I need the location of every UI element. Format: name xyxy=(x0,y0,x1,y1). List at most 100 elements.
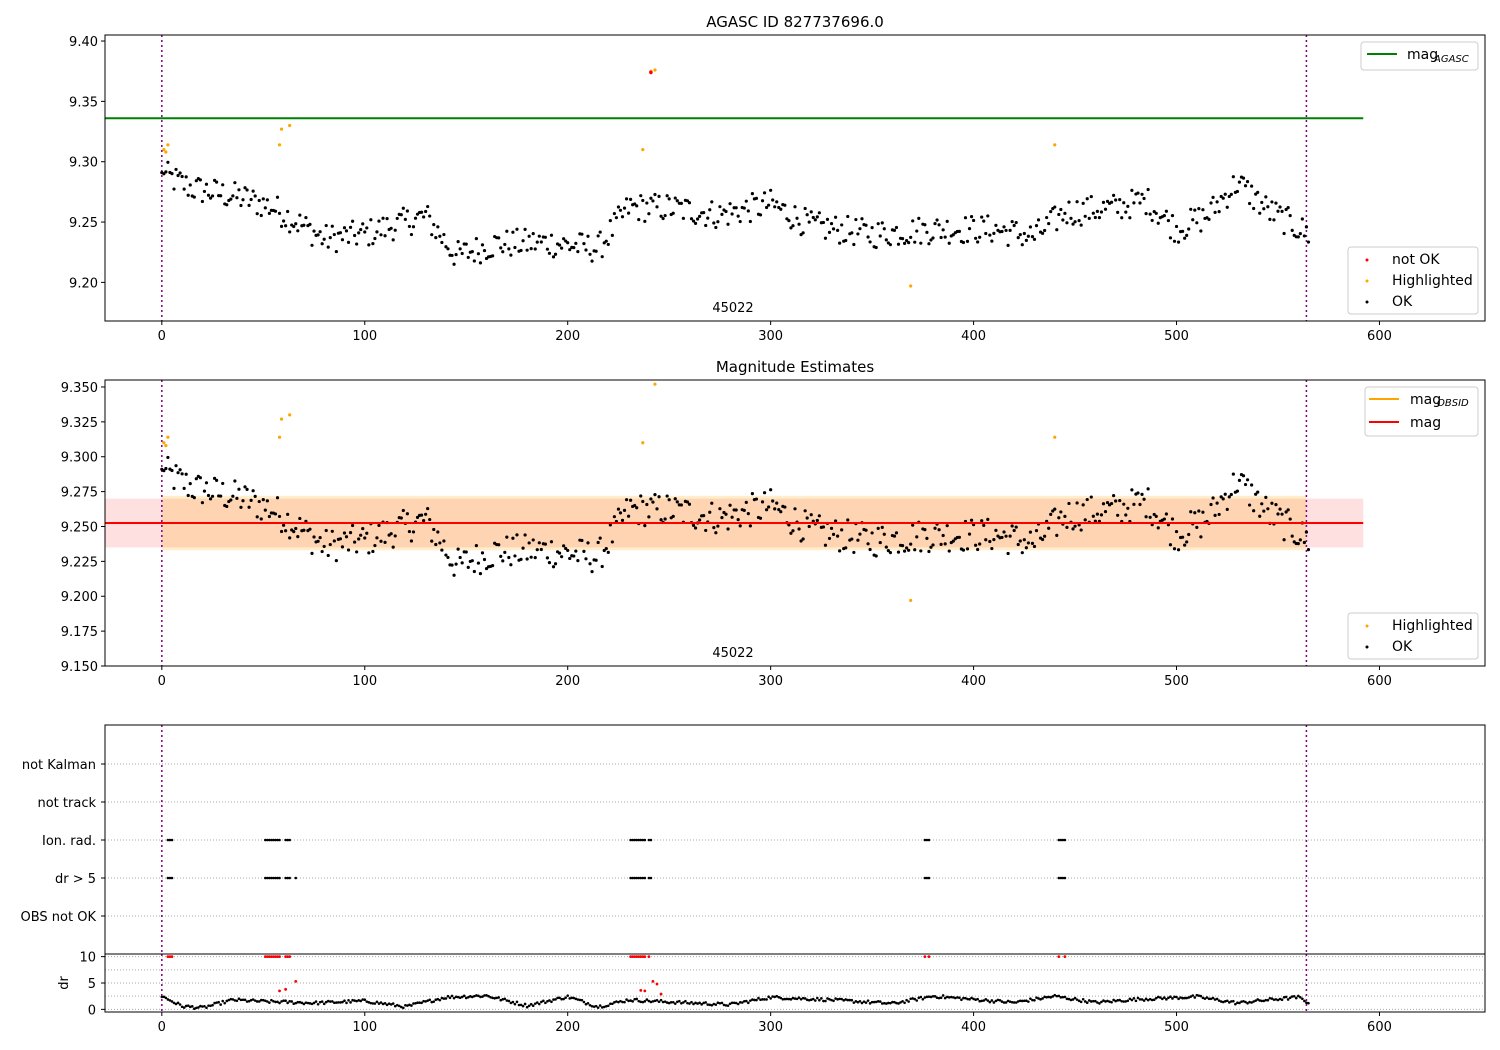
ok-point xyxy=(919,549,923,553)
dr-point xyxy=(353,999,356,1002)
ok-point xyxy=(1089,495,1093,499)
ok-point xyxy=(180,472,184,476)
dr-point xyxy=(377,1002,381,1005)
dr-point xyxy=(769,997,772,1000)
ok-point xyxy=(1209,502,1213,507)
ok-point xyxy=(931,236,935,240)
ok-point xyxy=(265,198,269,202)
ok-point xyxy=(687,201,692,205)
dr-point xyxy=(933,995,937,998)
dr-point xyxy=(531,1004,535,1008)
ok-point xyxy=(1193,208,1197,212)
dr-point xyxy=(868,1002,872,1005)
ok-point xyxy=(1306,548,1311,552)
dr-point xyxy=(675,1000,679,1004)
ok-point xyxy=(693,221,698,225)
dr-point xyxy=(903,1001,906,1005)
ok-point xyxy=(560,246,564,250)
flag-point xyxy=(923,876,927,880)
ok-point xyxy=(639,194,643,198)
ok-point xyxy=(1260,502,1264,506)
highlighted-point xyxy=(653,68,657,72)
dr-point xyxy=(542,999,545,1003)
ok-point xyxy=(505,229,509,233)
ok-point xyxy=(726,222,730,226)
dr-point xyxy=(976,997,979,1001)
dr-point xyxy=(503,997,507,1001)
ok-point xyxy=(807,220,811,224)
ok-point xyxy=(438,234,442,238)
mid-panel-axes: 0 100 200 300 400 500 6009.1509.1759.2009.2259… xyxy=(61,381,1392,689)
ok-point xyxy=(452,573,456,577)
ok-point xyxy=(1252,206,1256,211)
dr-point xyxy=(513,1002,517,1006)
y-tick-label: 10 xyxy=(79,951,96,966)
ok-point xyxy=(466,255,470,260)
dr-point xyxy=(359,999,363,1003)
ok-point xyxy=(1164,209,1168,213)
ok-point xyxy=(480,243,485,247)
dr-point xyxy=(570,996,574,1000)
ok-point xyxy=(886,549,890,553)
ok-point xyxy=(720,212,724,217)
dr-point xyxy=(225,999,229,1003)
dr-point xyxy=(192,1007,196,1011)
dr-point xyxy=(757,996,760,1000)
ok-point xyxy=(1258,211,1262,215)
ok-point xyxy=(503,550,507,554)
dr-point xyxy=(227,998,231,1002)
ok-point xyxy=(1276,209,1280,213)
ok-point xyxy=(513,554,517,558)
ok-point xyxy=(551,255,556,259)
ok-point xyxy=(742,206,746,210)
dr-point xyxy=(199,1004,202,1008)
ok-point xyxy=(992,231,996,235)
dr-point xyxy=(168,999,172,1002)
ok-point xyxy=(984,231,988,236)
dr-point xyxy=(1152,998,1156,1001)
dr-red-point xyxy=(629,955,633,959)
ok-point xyxy=(1304,225,1309,229)
dr-point xyxy=(540,1000,543,1004)
ok-point xyxy=(1223,192,1227,196)
ok-point xyxy=(1144,515,1148,519)
ok-point xyxy=(247,505,251,509)
dr-point xyxy=(1250,1001,1253,1004)
ok-point xyxy=(480,551,485,555)
dr-point xyxy=(462,994,466,998)
flag-category-label: Ion. rad. xyxy=(42,834,96,849)
y-tick-label: 9.40 xyxy=(69,35,98,50)
dr-point xyxy=(939,996,943,1000)
ok-point xyxy=(537,541,541,545)
ok-point xyxy=(1105,199,1110,203)
dr-point xyxy=(1213,998,1217,1001)
x-tick-label: 600 xyxy=(1367,1020,1392,1035)
ok-point xyxy=(1247,503,1252,507)
ok-point xyxy=(1045,215,1049,220)
ok-point xyxy=(436,530,440,534)
x-tick-label: 600 xyxy=(1367,674,1392,689)
ok-point xyxy=(815,215,819,219)
ok-point xyxy=(734,508,738,512)
flag-point xyxy=(923,838,927,842)
ok-point xyxy=(1266,507,1270,511)
dr-point xyxy=(1299,996,1302,999)
dr-point xyxy=(982,999,986,1002)
dr-red-point xyxy=(278,955,281,959)
ok-point xyxy=(612,515,616,519)
ok-point xyxy=(174,464,178,468)
ok-point xyxy=(1109,200,1114,204)
dr-red-point xyxy=(278,989,281,993)
ok-point xyxy=(957,535,961,539)
dr-point xyxy=(1047,995,1050,999)
dr-point xyxy=(783,997,787,1001)
dr-point xyxy=(460,995,464,999)
ok-point xyxy=(389,532,393,536)
dr-point xyxy=(813,999,817,1002)
dr-point xyxy=(945,995,949,999)
ok-point xyxy=(375,230,379,234)
ok-point xyxy=(326,245,330,249)
ok-point xyxy=(1095,512,1099,516)
dr-point xyxy=(1140,998,1144,1001)
dr-point xyxy=(422,999,425,1003)
